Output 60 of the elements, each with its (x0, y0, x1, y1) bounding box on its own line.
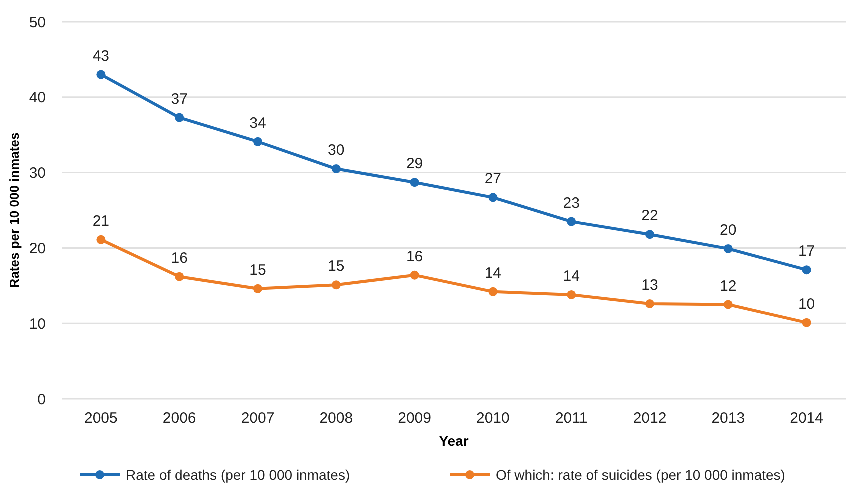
x-axis-title: Year (439, 433, 470, 449)
x-tick-label: 2009 (398, 410, 432, 427)
x-tick-label: 2005 (84, 410, 118, 427)
y-tick-label: 40 (29, 90, 46, 107)
x-tick-label: 2007 (241, 410, 275, 427)
data-label: 20 (720, 222, 737, 239)
point (567, 290, 576, 300)
x-tick-label: 2008 (320, 410, 354, 427)
x-tick-label: 2012 (633, 410, 667, 427)
data-label: 23 (563, 194, 580, 212)
y-tick-label: 10 (29, 316, 46, 333)
x-tick-label: 2006 (162, 410, 196, 427)
point (802, 266, 812, 275)
data-label: 16 (406, 248, 424, 266)
point (567, 217, 576, 226)
legend-label: Rate of deaths (per 10 000 inmates) (126, 467, 350, 483)
point (96, 70, 106, 80)
y-tick-label: 50 (29, 14, 46, 32)
x-tick-label: 2010 (476, 410, 510, 427)
data-label: 14 (484, 264, 502, 282)
data-label: 14 (563, 268, 580, 285)
point (332, 164, 341, 174)
data-label: 37 (171, 90, 188, 108)
point (254, 284, 262, 294)
data-label: 21 (92, 212, 110, 230)
point (724, 300, 733, 310)
data-label: 22 (642, 208, 658, 225)
data-label: 34 (250, 114, 266, 132)
data-label: 16 (171, 250, 188, 267)
data-label: 15 (250, 262, 266, 279)
data-label: 43 (92, 48, 110, 65)
data-label: 15 (328, 258, 345, 276)
x-tick-label: 2013 (712, 410, 746, 427)
point (646, 299, 654, 308)
data-label: 13 (642, 276, 658, 294)
point (488, 287, 498, 296)
y-tick-label: 20 (29, 240, 46, 258)
point (802, 318, 812, 328)
point (254, 137, 262, 146)
point (646, 230, 654, 240)
point (488, 193, 498, 202)
legend-label: Of which: rate of suicides (per 10 000 inmates) (496, 467, 786, 483)
data-label: 29 (406, 156, 424, 173)
data-label: 27 (484, 170, 502, 188)
x-tick-label: 2014 (790, 410, 824, 427)
point (175, 272, 184, 282)
point (332, 280, 341, 290)
y-axis-title: Rates per 10 000 inmates (7, 132, 22, 288)
point (410, 178, 420, 188)
x-tick-label: 2011 (555, 410, 588, 427)
point (724, 244, 733, 254)
data-label: 12 (720, 278, 737, 295)
y-tick-label: 30 (29, 165, 46, 182)
point (96, 235, 106, 244)
data-label: 10 (798, 296, 816, 313)
data-label: 30 (328, 142, 345, 160)
point (410, 270, 420, 280)
y-tick-label: 0 (38, 391, 46, 408)
point (175, 113, 184, 122)
data-label: 17 (798, 243, 816, 260)
